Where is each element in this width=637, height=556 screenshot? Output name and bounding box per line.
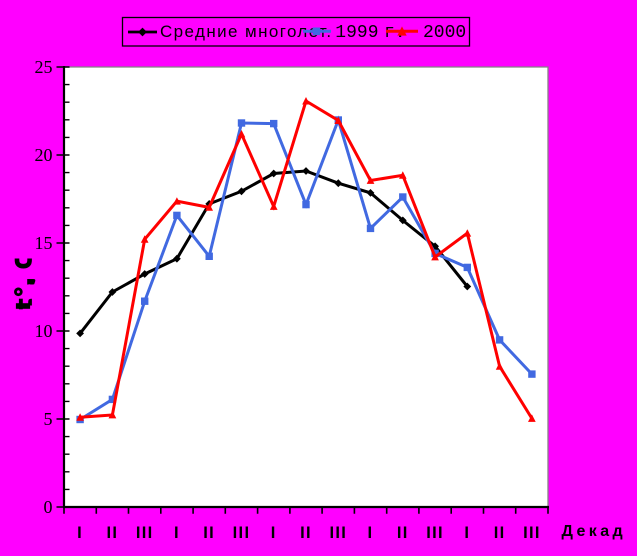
svg-text:20: 20 [35, 145, 53, 165]
svg-text:I: I [271, 524, 277, 542]
svg-text:III: III [426, 524, 444, 542]
svg-text:2000: 2000 [423, 23, 466, 43]
svg-text:5: 5 [44, 409, 53, 429]
svg-text:II: II [203, 524, 215, 542]
svg-text:I: I [77, 524, 83, 542]
svg-text:Средние многолет.: Средние многолет. [160, 22, 332, 41]
svg-text:25: 25 [35, 57, 53, 77]
svg-text:II: II [494, 524, 506, 542]
svg-text:III: III [136, 524, 154, 542]
svg-text:III: III [523, 524, 541, 542]
svg-text:II: II [107, 524, 119, 542]
svg-text:Декад: Декад [562, 523, 627, 540]
svg-text:I: I [368, 524, 374, 542]
svg-text:II: II [397, 524, 409, 542]
svg-text:0: 0 [44, 497, 53, 517]
svg-text:III: III [329, 524, 347, 542]
svg-text:III: III [233, 524, 251, 542]
svg-text:I: I [464, 524, 470, 542]
svg-text:1999: 1999 [335, 23, 378, 43]
svg-text:г.: г. [384, 23, 406, 43]
svg-text:I: I [174, 524, 180, 542]
svg-text:II: II [300, 524, 312, 542]
svg-text:15: 15 [35, 233, 53, 253]
svg-text:10: 10 [35, 321, 53, 341]
